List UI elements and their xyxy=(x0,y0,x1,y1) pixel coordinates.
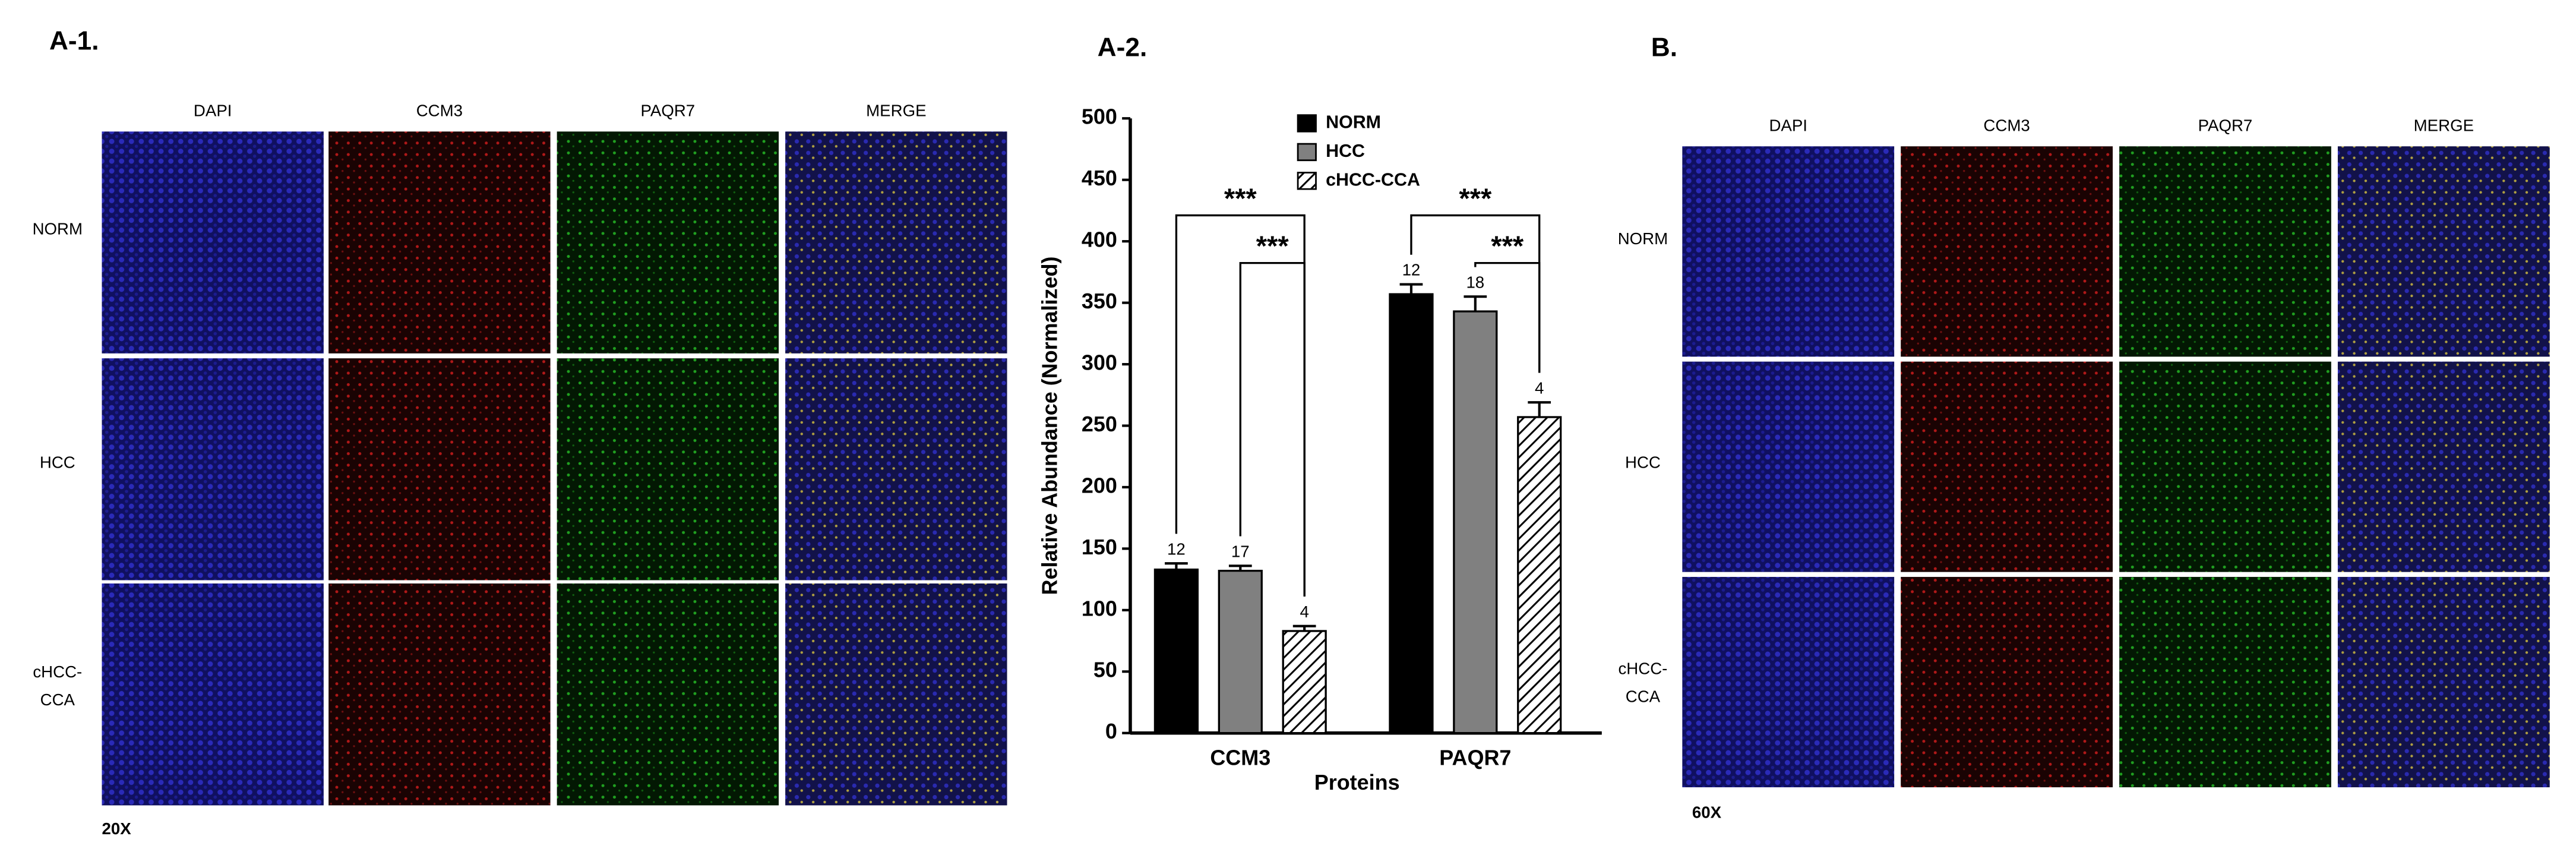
legend-label: cHCC-CCA xyxy=(1326,169,1420,190)
column-header: PAQR7 xyxy=(641,101,696,119)
y-tick-label: 300 xyxy=(1082,351,1117,375)
y-tick-label: 150 xyxy=(1082,535,1117,559)
row-label: NORM xyxy=(33,220,83,238)
micrograph xyxy=(328,131,551,354)
column-header: MERGE xyxy=(2414,116,2474,134)
micrograph xyxy=(102,358,324,581)
significance-label: *** xyxy=(1459,182,1492,214)
y-tick-label: 0 xyxy=(1105,719,1117,743)
bar xyxy=(1153,568,1199,734)
column-header: MERGE xyxy=(866,101,926,119)
column-header: CCM3 xyxy=(1983,116,2030,134)
micrograph xyxy=(2337,146,2550,357)
row-label: NORM xyxy=(1618,229,1668,248)
micrograph xyxy=(328,358,551,581)
x-tick-label: PAQR7 xyxy=(1439,745,1511,769)
count-label: 12 xyxy=(1402,261,1421,279)
panel-label: A-2. xyxy=(1098,33,1148,62)
panel-label: A-1. xyxy=(49,27,99,56)
significance-label: *** xyxy=(1491,230,1524,261)
row-label: CCA xyxy=(1626,687,1661,706)
count-label: 18 xyxy=(1466,273,1484,291)
significance-bracket xyxy=(1474,261,1541,373)
row-label: cHCC- xyxy=(33,663,82,681)
legend-swatch xyxy=(1297,143,1317,162)
magnification: 20X xyxy=(102,819,131,838)
micrograph xyxy=(557,583,779,806)
y-tick-label: 500 xyxy=(1082,105,1117,129)
micrograph xyxy=(1901,146,2113,357)
micrograph xyxy=(2119,146,2331,357)
micrograph xyxy=(2119,361,2331,572)
count-label: 4 xyxy=(1535,378,1544,397)
legend-label: NORM xyxy=(1326,112,1381,133)
column-header: DAPI xyxy=(1769,116,1807,134)
x-tick-label: CCM3 xyxy=(1210,745,1270,769)
micrograph xyxy=(1682,146,1895,357)
micrograph xyxy=(1901,361,2113,572)
micrograph xyxy=(785,583,1007,806)
significance-bracket xyxy=(1239,261,1306,597)
row-label: cHCC- xyxy=(1618,660,1667,678)
y-tick-label: 200 xyxy=(1082,473,1117,497)
x-axis-label: Proteins xyxy=(1314,770,1400,794)
count-label: 12 xyxy=(1167,540,1186,558)
column-header: DAPI xyxy=(194,101,232,119)
panel-label: B. xyxy=(1651,33,1677,62)
column-header: PAQR7 xyxy=(2198,116,2253,134)
bar xyxy=(1218,569,1263,734)
micrograph xyxy=(1901,576,2113,787)
micrograph xyxy=(557,131,779,354)
bar xyxy=(1517,416,1562,734)
count-label: 4 xyxy=(1300,603,1308,621)
row-label: HCC xyxy=(1625,453,1661,471)
micrograph xyxy=(557,358,779,581)
legend-swatch xyxy=(1297,172,1317,190)
y-tick-label: 50 xyxy=(1093,658,1117,682)
legend-label: HCC xyxy=(1326,141,1365,161)
micrograph xyxy=(1682,576,1895,787)
micrograph xyxy=(102,583,324,806)
bar xyxy=(1282,630,1327,734)
micrograph xyxy=(102,131,324,354)
row-label: HCC xyxy=(40,453,75,471)
legend-swatch xyxy=(1297,114,1317,133)
y-tick-label: 350 xyxy=(1082,289,1117,313)
significance-label: *** xyxy=(1224,182,1257,214)
micrograph xyxy=(2337,576,2550,787)
bar xyxy=(1389,293,1434,734)
bar xyxy=(1453,310,1498,734)
count-label: 17 xyxy=(1231,542,1250,560)
micrograph xyxy=(2119,576,2331,787)
y-tick-label: 450 xyxy=(1082,166,1117,190)
micrograph xyxy=(785,358,1007,581)
y-axis-label: Relative Abundance (Normalized) xyxy=(1038,257,1062,595)
micrograph xyxy=(2337,361,2550,572)
micrograph xyxy=(328,583,551,806)
column-header: CCM3 xyxy=(416,101,463,119)
magnification: 60X xyxy=(1692,803,1722,822)
row-label: CCA xyxy=(40,690,75,709)
y-tick-label: 400 xyxy=(1082,228,1117,252)
micrograph xyxy=(1682,361,1895,572)
y-tick-label: 250 xyxy=(1082,412,1117,436)
y-tick-label: 100 xyxy=(1082,596,1117,620)
significance-label: *** xyxy=(1256,230,1289,261)
micrograph xyxy=(785,131,1007,354)
